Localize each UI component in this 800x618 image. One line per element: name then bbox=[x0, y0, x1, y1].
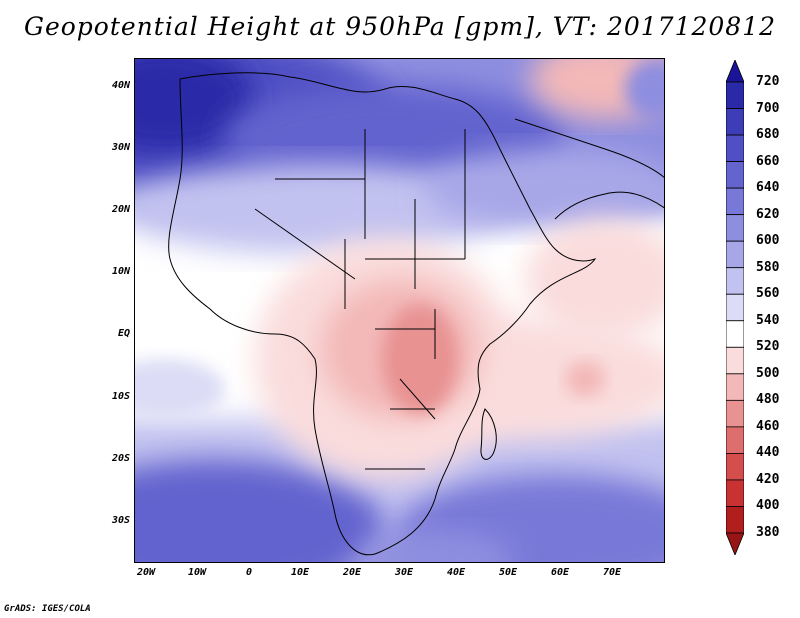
lat-label-20n: 20N bbox=[111, 204, 130, 215]
colorbar-label: 480 bbox=[756, 392, 780, 408]
colorbar-segment bbox=[726, 134, 744, 162]
colorbar-label: 560 bbox=[756, 286, 780, 302]
colorbar-segment bbox=[726, 399, 744, 428]
map-title: Geopotential Height at 950hPa [gpm], VT:… bbox=[23, 12, 777, 41]
lon-label-50e: 50E bbox=[498, 567, 518, 578]
colorbar-label: 500 bbox=[756, 365, 780, 381]
grads-credit: GrADS: IGES/COLA bbox=[4, 604, 91, 614]
colorbar-label: 520 bbox=[756, 339, 780, 355]
shaded-height-field bbox=[135, 59, 664, 562]
lat-label-eq: EQ bbox=[117, 328, 130, 339]
colorbar-segment bbox=[726, 81, 744, 109]
colorbar-cap-top bbox=[726, 60, 744, 83]
lat-label-20s: 20S bbox=[111, 453, 130, 464]
colorbar-label: 640 bbox=[756, 180, 780, 196]
lat-label-30n: 30N bbox=[111, 142, 130, 153]
colorbar-segment bbox=[726, 320, 744, 348]
colorbar-label: 380 bbox=[756, 525, 780, 540]
colorbar-segment bbox=[726, 426, 744, 454]
coastlines-and-borders bbox=[168, 72, 664, 556]
lon-label-20e: 20E bbox=[342, 567, 362, 578]
map-plot bbox=[134, 58, 665, 563]
lon-label-30e: 30E bbox=[394, 567, 414, 578]
lon-label-40e: 40E bbox=[446, 567, 466, 578]
colorbar-segment bbox=[726, 506, 744, 534]
lon-label-10w: 10W bbox=[187, 567, 207, 578]
geopotential-field bbox=[135, 59, 664, 562]
colorbar-label: 440 bbox=[756, 445, 780, 461]
lon-label-0: 0 bbox=[245, 567, 253, 578]
lat-label-40n: 40N bbox=[111, 80, 130, 91]
colorbar-label: 720 bbox=[756, 74, 780, 89]
lon-label-70e: 70E bbox=[602, 567, 622, 578]
colorbar-label: 460 bbox=[756, 418, 780, 434]
colorbar-segment bbox=[726, 108, 744, 136]
colorbar-label: 680 bbox=[756, 127, 780, 143]
colorbar-segment bbox=[726, 293, 744, 322]
colorbar-segment bbox=[726, 161, 744, 189]
lon-label-60e: 60E bbox=[550, 567, 570, 578]
colorbar-label: 400 bbox=[756, 498, 780, 514]
lat-label-10s: 10S bbox=[111, 391, 130, 402]
lon-label-10e: 10E bbox=[290, 567, 310, 578]
colorbar-segment bbox=[726, 373, 744, 401]
colorbar-label: 580 bbox=[756, 259, 780, 275]
colorbar-segment bbox=[726, 479, 744, 507]
lat-label-30s: 30S bbox=[111, 515, 130, 526]
colorbar-label: 600 bbox=[756, 233, 780, 249]
colorbar-label: 420 bbox=[756, 471, 780, 487]
colorbar bbox=[726, 60, 744, 555]
colorbar-cap-bottom bbox=[726, 532, 744, 555]
colorbar-label: 540 bbox=[756, 312, 780, 328]
colorbar-segment bbox=[726, 346, 744, 375]
colorbar-segment bbox=[726, 214, 744, 242]
colorbar-segment bbox=[726, 240, 744, 269]
colorbar-segment bbox=[726, 187, 744, 216]
lat-label-10n: 10N bbox=[111, 266, 130, 277]
colorbar-segment bbox=[726, 453, 744, 481]
colorbar-segment bbox=[726, 267, 744, 295]
colorbar-label: 620 bbox=[756, 206, 780, 222]
colorbar-label: 700 bbox=[756, 100, 780, 116]
colorbar-label: 660 bbox=[756, 153, 780, 169]
lon-label-20w: 20W bbox=[136, 567, 156, 578]
